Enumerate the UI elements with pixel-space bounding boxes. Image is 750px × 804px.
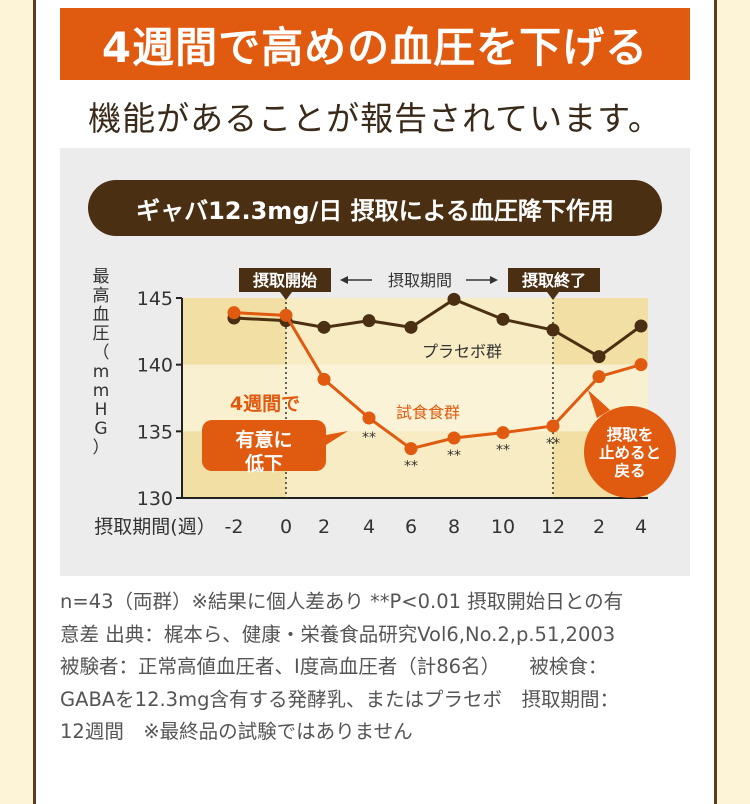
- significance-marker: **: [496, 443, 510, 459]
- annotation-lead: 4週間で: [230, 393, 300, 415]
- footnote-line: n=43（両群）※結果に個人差あり **P<0.01 摂取開始日との有: [60, 590, 624, 613]
- annotation-callout-line: 有意に: [235, 428, 292, 451]
- test-data-point: [279, 308, 293, 322]
- footnote-line: 意差 出典：梶本ら、健康・栄養食品研究Vol6,No.2,p.51,2003: [60, 622, 616, 646]
- footnotes: n=43（両群）※結果に個人差あり **P<0.01 摂取開始日との有 意差 出…: [60, 586, 692, 749]
- arrow-right-head: [490, 276, 498, 284]
- placebo-series-label: プラセボ群: [422, 342, 502, 361]
- placebo-data-point: [634, 319, 648, 333]
- x-tick-label: 10: [491, 516, 515, 538]
- test-data-point: [634, 358, 648, 372]
- period-start-box: [239, 268, 331, 292]
- headline-subtitle: 機能があることが報告されています。: [88, 99, 662, 138]
- y-tick-label: 135: [137, 421, 173, 443]
- placebo-data-point: [447, 292, 461, 306]
- y-axis-label-char: 最: [93, 267, 110, 287]
- period-start-label: 摂取開始: [253, 271, 317, 290]
- x-tick-label: 2: [593, 516, 605, 538]
- arrow-left-head: [340, 276, 348, 284]
- stop-bubble-line: 止めると: [599, 443, 661, 462]
- placebo-data-point: [317, 320, 331, 334]
- annotation-callout-line: 低下: [244, 452, 283, 475]
- placebo-data-point: [404, 320, 418, 334]
- y-axis-label-char: m: [93, 362, 110, 382]
- placebo-data-point: [362, 314, 376, 328]
- test-data-point: [362, 411, 376, 425]
- period-start-arrow: [280, 292, 292, 300]
- period-end-label: 摂取終了: [522, 271, 586, 290]
- y-axis-label-char: G: [94, 419, 107, 439]
- y-axis-label-char: 高: [93, 286, 110, 306]
- placebo-data-point: [592, 350, 606, 364]
- stop-bubble-line: 摂取を: [607, 425, 654, 444]
- test-series-line: [233, 311, 642, 451]
- x-tick-label: 4: [635, 516, 647, 538]
- placebo-data-point: [496, 312, 510, 326]
- footnote-line: 被験者：正常高値血圧者、I度高血圧者（計86名） 被検食：: [60, 655, 608, 678]
- significance-marker: **: [362, 430, 376, 446]
- test-data-point: [447, 431, 461, 445]
- x-tick-label: 6: [405, 516, 417, 538]
- significance-marker: **: [546, 436, 560, 452]
- test-series-label: 試食食群: [396, 403, 460, 422]
- y-tick-label: 130: [137, 488, 173, 510]
- intake-period-shade: [286, 298, 553, 498]
- y-axis-label-char: m: [93, 381, 110, 401]
- period-end-arrow: [547, 292, 559, 300]
- test-data-point: [317, 372, 331, 386]
- stop-bubble-tail: [588, 390, 610, 418]
- stop-bubble: [584, 406, 676, 498]
- test-data-point: [496, 426, 510, 440]
- y-axis-label-char: ）: [93, 438, 110, 458]
- y-tick-label: 145: [137, 288, 173, 310]
- period-middle-label: 摂取期間: [388, 271, 452, 290]
- significance-marker: **: [447, 448, 461, 464]
- placebo-data-point: [546, 323, 560, 337]
- y-tick-label: 140: [137, 355, 173, 377]
- test-data-point: [227, 306, 241, 320]
- headline-banner: 4週間で高めの血圧を下げる: [60, 8, 690, 80]
- x-axis-label: 摂取期間(週）: [94, 516, 215, 538]
- x-tick-label: 12: [541, 516, 565, 538]
- y-axis-label-char: H: [95, 400, 108, 420]
- y-axis-label-char: 血: [93, 305, 110, 325]
- annotation-callout-box: [202, 420, 348, 471]
- significance-marker: **: [404, 459, 418, 475]
- footnote-line: 12週間 ※最終品の試験ではありません: [60, 720, 413, 743]
- x-tick-label: 8: [448, 516, 460, 538]
- period-end-box: [508, 268, 600, 292]
- chart-title: ギャバ12.3mg/日 摂取による血圧降下作用: [88, 180, 662, 236]
- x-tick-label: -2: [225, 516, 244, 538]
- x-tick-label: 2: [318, 516, 330, 538]
- x-tick-label: 0: [280, 516, 292, 538]
- test-data-point: [592, 370, 606, 384]
- stop-bubble-line: 戻る: [613, 461, 645, 480]
- test-data-point: [546, 419, 560, 433]
- y-axis-label-char: （: [93, 343, 110, 363]
- test-data-point: [404, 442, 418, 456]
- footnote-line: GABAを12.3mg含有する発酵乳、またはプラセボ 摂取期間：: [60, 687, 619, 711]
- x-tick-label: 4: [363, 516, 375, 538]
- placebo-series-line: [233, 297, 642, 359]
- y-axis-label-char: 圧: [93, 324, 110, 344]
